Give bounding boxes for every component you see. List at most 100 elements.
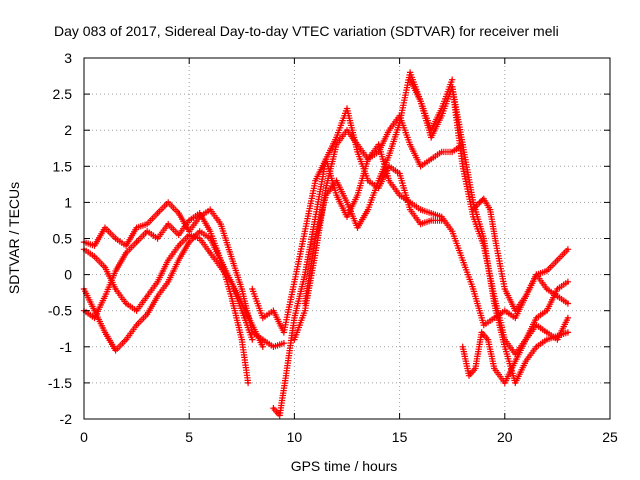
data-point xyxy=(209,230,212,233)
data-point xyxy=(93,255,96,258)
data-point xyxy=(145,230,149,233)
data-point xyxy=(503,381,506,385)
data-point xyxy=(314,237,317,240)
series-track-13 xyxy=(459,278,572,387)
data-point xyxy=(145,295,149,298)
data-point xyxy=(324,157,328,161)
data-point xyxy=(177,244,180,247)
y-tick-label: 2 xyxy=(64,122,72,138)
data-point xyxy=(303,309,307,312)
data-point xyxy=(335,179,338,182)
data-point xyxy=(188,219,191,222)
data-point xyxy=(419,100,422,103)
data-point xyxy=(177,233,180,237)
data-point xyxy=(293,338,296,341)
data-point xyxy=(556,287,559,291)
y-tick-label: 1 xyxy=(64,194,72,210)
data-point xyxy=(246,381,250,385)
series-markers xyxy=(80,228,252,387)
data-point xyxy=(535,273,538,276)
data-point xyxy=(503,287,506,291)
data-point xyxy=(566,331,570,334)
data-point xyxy=(251,323,254,327)
data-point xyxy=(335,143,338,146)
data-point xyxy=(495,244,498,247)
data-point xyxy=(461,258,464,262)
data-point xyxy=(366,208,370,211)
data-point xyxy=(314,179,317,182)
data-point xyxy=(408,208,412,211)
data-point xyxy=(503,309,506,312)
data-point xyxy=(472,208,475,211)
data-point xyxy=(356,226,359,229)
y-tick-label: 3 xyxy=(64,50,72,66)
data-point xyxy=(429,212,433,215)
data-point xyxy=(461,143,464,146)
data-point xyxy=(261,345,265,348)
data-point xyxy=(166,258,170,262)
data-point xyxy=(556,258,559,262)
data-point xyxy=(429,219,433,222)
data-point xyxy=(419,222,422,226)
data-point xyxy=(408,143,412,146)
data-point xyxy=(545,331,549,334)
data-point xyxy=(387,154,391,157)
data-point xyxy=(451,230,454,233)
y-tick-label: 0.5 xyxy=(53,231,73,247)
data-point xyxy=(345,107,349,110)
data-point xyxy=(377,179,380,182)
data-point xyxy=(514,309,517,312)
chart-title: Day 083 of 2017, Sidereal Day-to-day VTE… xyxy=(54,23,559,39)
data-point xyxy=(145,313,149,316)
data-point xyxy=(324,193,328,197)
y-tick-label: 2.5 xyxy=(53,86,73,102)
data-marks xyxy=(80,69,572,419)
data-point xyxy=(482,237,485,240)
series-track-5 xyxy=(249,141,424,336)
data-point xyxy=(219,266,222,269)
data-point xyxy=(240,338,243,341)
data-point xyxy=(230,280,233,284)
data-point xyxy=(514,360,517,363)
data-point xyxy=(493,302,496,305)
y-tick-label: -2 xyxy=(60,411,73,427)
data-point xyxy=(566,302,570,305)
data-point xyxy=(345,215,349,219)
x-axis-label: GPS time / hours xyxy=(291,458,398,474)
y-axis-label: SDTVAR / TECUs xyxy=(6,182,22,294)
data-point xyxy=(419,208,422,211)
data-point xyxy=(303,230,307,233)
data-point xyxy=(188,240,191,244)
data-point xyxy=(251,338,254,341)
data-point xyxy=(524,295,528,298)
data-point xyxy=(474,367,477,370)
data-point xyxy=(461,165,464,168)
data-point xyxy=(493,367,496,370)
series-track-4 xyxy=(80,231,256,343)
data-point xyxy=(535,316,538,320)
data-point xyxy=(451,150,454,154)
data-point xyxy=(240,287,243,291)
data-point xyxy=(472,215,475,219)
data-point xyxy=(282,341,286,345)
data-point xyxy=(219,258,222,262)
data-point xyxy=(545,338,549,341)
data-point xyxy=(282,331,286,334)
data-point xyxy=(135,226,138,229)
data-point xyxy=(408,71,412,74)
data-point xyxy=(177,258,180,262)
data-point xyxy=(398,121,401,125)
data-point xyxy=(124,244,128,247)
data-point xyxy=(440,150,443,154)
data-point xyxy=(166,280,170,284)
data-point xyxy=(535,345,538,348)
data-point xyxy=(486,338,490,341)
data-point xyxy=(145,222,149,226)
data-point xyxy=(472,201,475,204)
data-point xyxy=(356,150,359,154)
data-point xyxy=(545,287,549,291)
data-point xyxy=(124,251,128,255)
data-point xyxy=(272,345,275,348)
data-point xyxy=(545,309,549,312)
